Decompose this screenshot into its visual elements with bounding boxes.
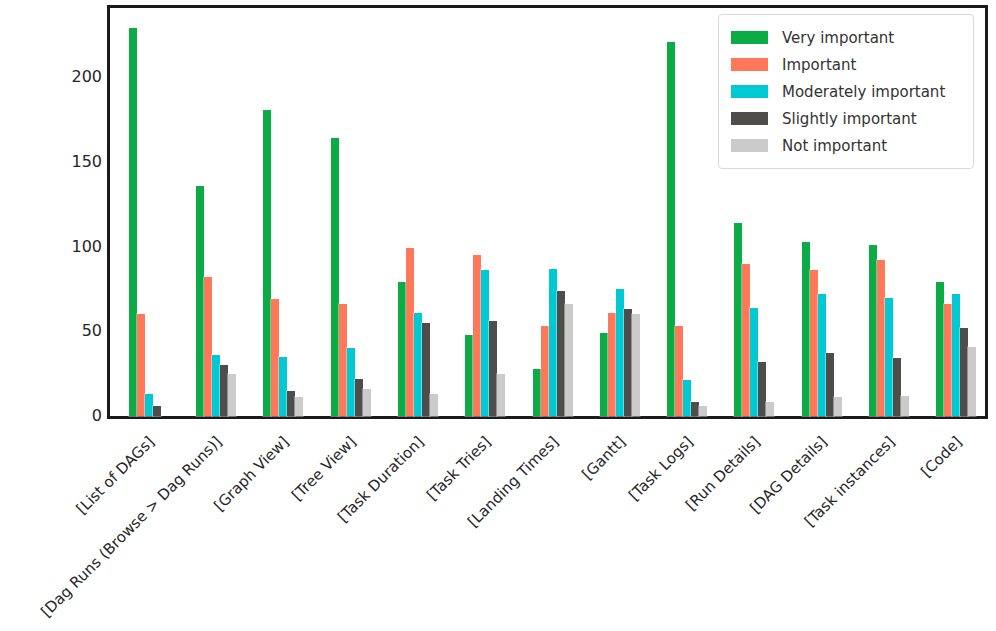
bar — [295, 397, 303, 416]
bar — [331, 138, 339, 416]
bar — [271, 299, 279, 416]
bar — [869, 245, 877, 416]
bar — [818, 294, 826, 416]
bar — [600, 333, 608, 416]
bar — [465, 335, 473, 416]
x-tick-label: [Code] — [918, 433, 966, 481]
bar — [834, 397, 842, 416]
bar — [533, 369, 541, 416]
legend-label: Important — [782, 56, 856, 74]
bar — [960, 328, 968, 416]
bar — [145, 394, 153, 416]
bar — [766, 402, 774, 416]
legend-label: Slightly important — [782, 110, 917, 128]
y-tick-label: 100 — [42, 237, 102, 257]
bar — [632, 314, 640, 416]
bar — [691, 402, 699, 416]
bar — [406, 248, 414, 416]
bar — [497, 374, 505, 416]
bar — [675, 326, 683, 416]
legend-item: Important — [719, 51, 973, 78]
legend-item: Moderately important — [719, 78, 973, 105]
legend-color-swatch-icon — [731, 31, 768, 44]
bar — [901, 396, 909, 416]
bar — [549, 269, 557, 416]
bar — [758, 362, 766, 416]
bar — [287, 391, 295, 416]
legend-color-swatch-icon — [731, 139, 768, 152]
legend-label: Moderately important — [782, 83, 945, 101]
figure: 050100150200 [List of DAGs][Dag Runs (Br… — [0, 0, 996, 631]
legend-label: Not important — [782, 137, 887, 155]
bar — [893, 358, 901, 416]
bar — [968, 347, 976, 416]
y-tick-label: 200 — [42, 67, 102, 87]
legend-item: Slightly important — [719, 105, 973, 132]
bar — [414, 313, 422, 416]
bar — [885, 298, 893, 417]
bar — [228, 374, 236, 416]
legend-color-swatch-icon — [731, 112, 768, 125]
bar — [220, 365, 228, 416]
bar — [153, 406, 161, 416]
bar — [339, 304, 347, 416]
bar — [430, 394, 438, 416]
bar — [363, 389, 371, 416]
legend-color-swatch-icon — [731, 58, 768, 71]
bar — [699, 406, 707, 416]
bar — [204, 277, 212, 416]
bar — [196, 186, 204, 416]
y-tick-label: 50 — [42, 321, 102, 341]
legend-item: Very important — [719, 24, 973, 51]
bar — [810, 270, 818, 416]
x-tick-label: [Task Tries] — [423, 433, 495, 505]
bar — [826, 353, 834, 416]
bar — [489, 321, 497, 416]
legend-label: Very important — [782, 29, 894, 47]
bar — [137, 314, 145, 416]
y-tick-label: 150 — [42, 152, 102, 172]
legend: Very important Important Moderately import… — [718, 14, 974, 169]
bar — [683, 380, 691, 416]
bar — [355, 379, 363, 416]
bar — [212, 355, 220, 416]
bar — [936, 282, 944, 416]
legend-color-swatch-icon — [731, 85, 768, 98]
bar — [667, 42, 675, 416]
bar — [877, 260, 885, 416]
bar — [802, 242, 810, 416]
bar — [398, 282, 406, 416]
bar — [608, 313, 616, 416]
bar — [952, 294, 960, 416]
bar — [279, 357, 287, 416]
bar — [263, 110, 271, 416]
x-tick-label: [Tree View] — [288, 433, 360, 505]
bar — [347, 348, 355, 416]
bar — [750, 308, 758, 416]
y-tick-label: 0 — [42, 406, 102, 426]
bar — [557, 291, 565, 416]
bar — [473, 255, 481, 416]
bar — [742, 264, 750, 416]
bar — [944, 304, 952, 416]
bar — [541, 326, 549, 416]
x-tick-label: [Gantt] — [578, 433, 629, 484]
x-tick-label: [Task Logs] — [625, 433, 697, 505]
legend-item: Not important — [719, 132, 973, 159]
bar — [624, 309, 632, 416]
bar — [734, 223, 742, 416]
bar — [565, 304, 573, 416]
bar — [616, 289, 624, 416]
bar — [481, 270, 489, 416]
bar — [129, 28, 137, 416]
bar — [422, 323, 430, 416]
